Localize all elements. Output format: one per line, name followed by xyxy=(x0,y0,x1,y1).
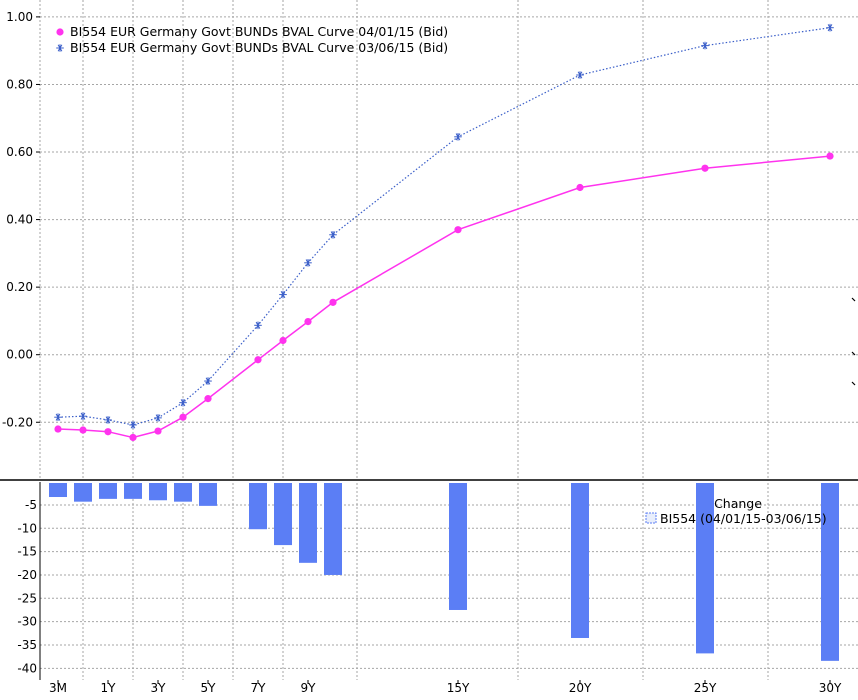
bottom-y-tick-labels: -5 -10 -15 -20 -25 -30 -35 -40 xyxy=(17,498,37,675)
point-04-01-15-3M xyxy=(54,425,62,433)
point-03-06-15-6M xyxy=(79,412,87,420)
change-bar-15Y xyxy=(449,483,467,610)
x-tick-label: 15Y xyxy=(447,681,470,695)
point-04-01-15-15Y xyxy=(454,226,462,234)
x-tick-label: 20Y xyxy=(569,681,592,695)
point-04-01-15-9Y xyxy=(304,317,312,326)
bottom-y-tick-label: -15 xyxy=(17,545,37,559)
change-bar-3Y xyxy=(149,483,167,501)
right-edge-marks xyxy=(851,297,856,386)
point-04-01-15-6M xyxy=(79,426,87,434)
top-y-tick-label: 0.80 xyxy=(6,77,33,91)
point-03-06-15-20Y xyxy=(576,71,584,79)
point-04-01-15-4Y xyxy=(179,413,187,421)
point-03-06-15-30Y xyxy=(826,23,834,32)
point-04-01-15-25Y xyxy=(701,164,709,172)
x-tick-label: 3M xyxy=(49,681,67,695)
x-tick-label: 3Y xyxy=(151,681,167,695)
bottom-y-tick-label: -25 xyxy=(17,591,37,605)
bottom-y-tick-label: -30 xyxy=(17,615,37,629)
top-y-tick-label: 0.20 xyxy=(6,280,33,294)
top-legend: BI554 EUR Germany Govt BUNDs BVAL Curve … xyxy=(56,24,448,55)
change-bar-6M xyxy=(74,483,92,502)
top-y-tick-labels: -0.20 0.00 0.20 0.40 0.60 0.80 1.00 xyxy=(2,10,40,429)
point-03-06-15-3M xyxy=(54,413,62,421)
x-tick-label: 5Y xyxy=(201,681,217,695)
legend-item-03-06-15: BI554 EUR Germany Govt BUNDs BVAL Curve … xyxy=(56,40,448,55)
svg-text:BI554 (04/01/15-03/06/15): BI554 (04/01/15-03/06/15) xyxy=(660,511,827,526)
point-04-01-15-8Y xyxy=(279,336,287,345)
point-03-06-15-7Y xyxy=(254,321,262,330)
point-03-06-15-15Y xyxy=(454,133,462,141)
point-04-01-15-7Y xyxy=(254,356,262,364)
change-bar-5Y xyxy=(199,483,217,506)
change-bar-25Y xyxy=(696,483,714,654)
top-y-tick-label: 0.40 xyxy=(6,213,33,227)
point-03-06-15-5Y xyxy=(204,377,212,385)
change-bar-1Y xyxy=(99,483,117,499)
bottom-y-tick-label: -35 xyxy=(17,638,37,652)
top-y-tick-label: 0.60 xyxy=(6,145,33,159)
point-04-01-15-30Y xyxy=(826,152,834,160)
change-bar-20Y xyxy=(571,483,589,638)
point-03-06-15-1Y xyxy=(104,416,112,424)
bottom-legend-title: Change xyxy=(714,496,762,511)
x-tick-label: 7Y xyxy=(251,681,267,695)
x-tick-label: 25Y xyxy=(694,681,717,695)
bottom-y-tick-label: -10 xyxy=(17,521,37,535)
curve-lines xyxy=(54,23,834,442)
change-bar-8Y xyxy=(274,483,292,546)
change-bar-4Y xyxy=(174,483,192,502)
x-tick-label: 9Y xyxy=(301,681,317,695)
change-bar-9Y xyxy=(299,483,317,563)
change-bar-30Y xyxy=(821,483,839,661)
x-tick-label: 30Y xyxy=(819,681,842,695)
legend-asterisk xyxy=(56,44,64,52)
bottom-y-tick-label: -20 xyxy=(17,568,37,582)
bottom-y-tick-label: -40 xyxy=(17,661,37,675)
change-bars xyxy=(49,483,839,661)
point-04-01-15-5Y xyxy=(204,395,212,403)
bottom-y-tick-label: -5 xyxy=(25,498,37,512)
legend-item-04-01-15: BI554 EUR Germany Govt BUNDs BVAL Curve … xyxy=(56,24,448,39)
point-04-01-15-10Y xyxy=(329,298,337,306)
top-y-tick-label: 1.00 xyxy=(6,10,33,24)
change-bar-3M xyxy=(49,483,67,498)
point-04-01-15-1Y xyxy=(104,428,112,436)
point-03-06-15-4Y xyxy=(179,398,187,407)
point-04-01-15-20Y xyxy=(576,183,584,192)
top-y-tick-label: 0.00 xyxy=(6,348,33,362)
point-04-01-15-2Y xyxy=(129,433,137,442)
point-04-01-15-3Y xyxy=(154,427,162,435)
svg-text:BI554 EUR Germany Govt BUNDs B: BI554 EUR Germany Govt BUNDs BVAL Curve … xyxy=(70,24,448,39)
change-bar-10Y xyxy=(324,483,342,575)
point-03-06-15-2Y xyxy=(129,421,137,429)
point-03-06-15-8Y xyxy=(279,290,287,299)
top-y-tick-label: -0.20 xyxy=(2,415,33,429)
change-bar-7Y xyxy=(249,483,267,530)
change-bar-2Y xyxy=(124,483,142,499)
point-03-06-15-10Y xyxy=(329,230,337,239)
x-tick-labels: 3M 1Y 3Y 5Y 7Y 9Y 15Y 20Y 25Y 30Y xyxy=(49,680,842,695)
top-panel-grid xyxy=(39,0,858,478)
svg-text:BI554 EUR Germany Govt BUNDs B: BI554 EUR Germany Govt BUNDs BVAL Curve … xyxy=(70,40,448,55)
legend-item-change: BI554 (04/01/15-03/06/15) xyxy=(645,511,827,526)
x-tick-label: 1Y xyxy=(101,681,117,695)
point-03-06-15-3Y xyxy=(154,414,162,422)
point-03-06-15-25Y xyxy=(701,41,709,50)
point-03-06-15-9Y xyxy=(304,259,312,267)
